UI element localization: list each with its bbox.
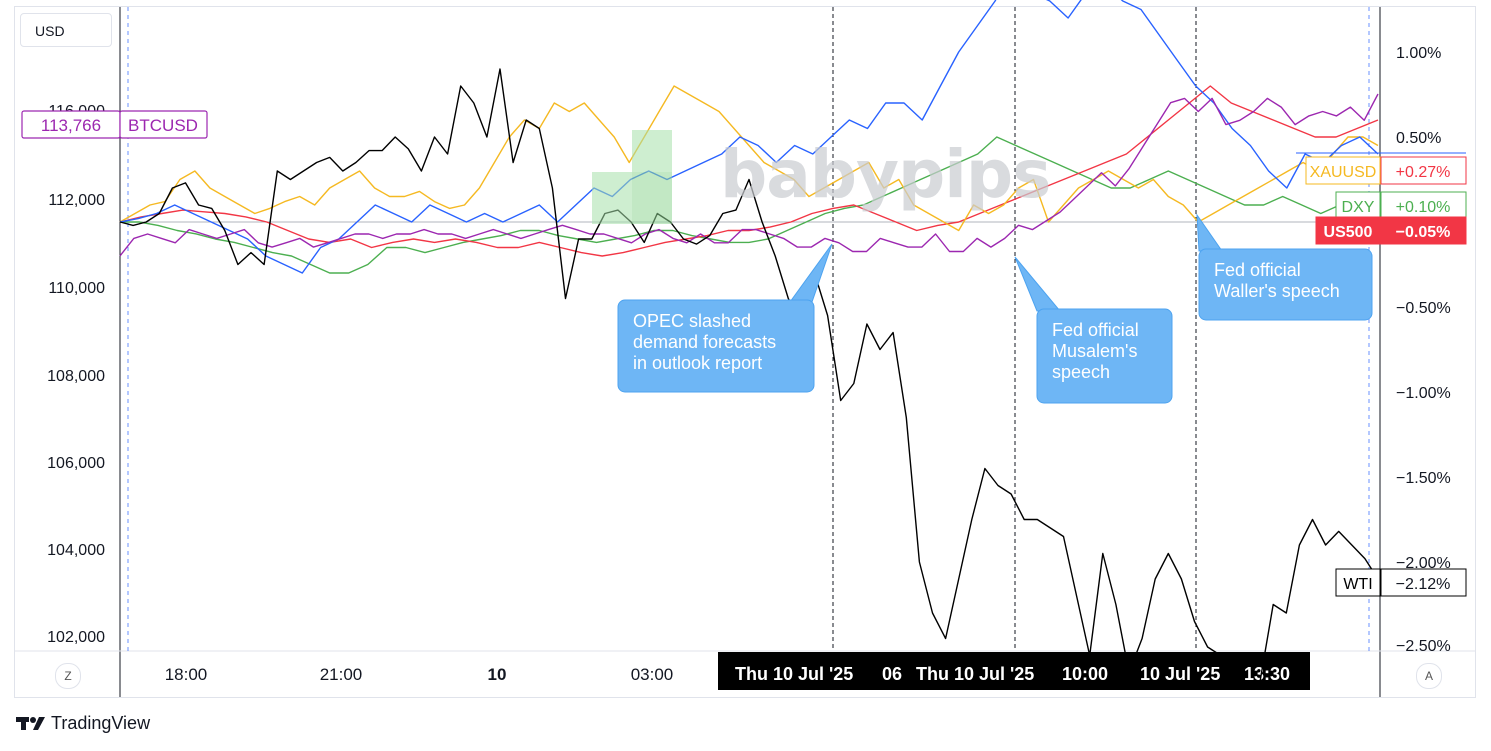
crosshair-time-label: 10 Jul '25 (1140, 664, 1220, 684)
series-change-box-xauusd (1380, 156, 1467, 185)
price-badge-symbol: BTCUSD (128, 116, 198, 135)
series-label-us500: US500 (1324, 224, 1373, 241)
series-line-btcusd (119, 93, 1379, 257)
callout-text-1: Fed official (1052, 320, 1139, 340)
series-change-us500: −0.05% (1396, 224, 1451, 241)
time-axis-tick: 10 (488, 665, 507, 684)
series-change-wti: −2.12% (1396, 576, 1451, 593)
currency-button[interactable]: USD (20, 13, 112, 47)
crosshair-time-label: Thu 10 Jul '25 (916, 664, 1034, 684)
callout-text-2: Fed official (1214, 260, 1301, 280)
left-axis-tick: 104,000 (47, 542, 105, 559)
callout-text-1: speech (1052, 362, 1110, 382)
right-axis-tick: 1.00% (1396, 45, 1441, 62)
series-label-box-us500 (1315, 216, 1381, 245)
left-axis-tick: 110,000 (48, 280, 105, 297)
time-axis-tick: 18:00 (165, 665, 208, 684)
right-axis-tick: −2.50% (1396, 638, 1451, 655)
tradingview-icon (16, 717, 45, 731)
callout-text-2: Waller's speech (1214, 281, 1340, 301)
right-axis-tick: 0.50% (1396, 130, 1441, 147)
brand-name: TradingView (51, 712, 151, 733)
series-change-dxy: +0.10% (1396, 199, 1451, 216)
series-line-us500 (119, 85, 1379, 257)
price-badge-value: 113,766 (41, 116, 101, 135)
crosshair-time-label: Thu 10 Jul '25 (735, 664, 853, 684)
series-line-wti (119, 68, 1379, 686)
time-axis-tick: 03:00 (631, 665, 674, 684)
right-axis-tick: −1.00% (1396, 385, 1451, 402)
callout-pointer-0 (789, 243, 833, 303)
series-label-dxy: DXY (1342, 199, 1375, 216)
callout-text-0: demand forecasts (633, 332, 776, 352)
callout-text-0: OPEC slashed (633, 311, 751, 331)
series-label-box-wti (1335, 568, 1381, 597)
series-label-wti: WTI (1343, 576, 1372, 593)
left-axis-tick: 108,000 (47, 368, 105, 385)
left-axis-tick: 106,000 (47, 455, 105, 472)
series-change-box-wti (1380, 568, 1467, 597)
right-axis-tick: −0.50% (1396, 300, 1451, 317)
callout-text-0: in outlook report (633, 353, 762, 373)
price-badge-symbol-box (119, 110, 208, 139)
series-label-box-xauusd (1305, 156, 1381, 185)
callout-pointer-2 (1196, 213, 1223, 252)
right-axis-tick: −1.50% (1396, 470, 1451, 487)
left-axis-tick: 112,000 (48, 192, 105, 209)
callout-text-1: Musalem's (1052, 341, 1137, 361)
right-axis-tick: −2.00% (1396, 555, 1451, 572)
left-axis-tick: 102,000 (47, 629, 105, 646)
series-line-blue (119, 0, 1379, 274)
brand-logo[interactable]: TradingView (16, 712, 150, 734)
autoscale-button[interactable]: A (1416, 663, 1442, 689)
series-label-xauusd: XAUUSD (1310, 164, 1377, 181)
timezone-button[interactable]: Z (55, 663, 81, 689)
crosshair-time-bar (718, 652, 1310, 690)
callout-box-2 (1198, 248, 1373, 321)
callout-pointer-1 (1014, 256, 1062, 312)
series-change-xauusd: +0.27% (1396, 164, 1451, 181)
series-change-box-dxy (1380, 191, 1467, 220)
time-axis-tick: 21:00 (320, 665, 363, 684)
callout-box-0 (617, 299, 815, 393)
series-change-box-us500 (1380, 216, 1467, 245)
callout-box-1 (1036, 308, 1173, 404)
series-label-box-dxy (1335, 191, 1381, 220)
chart-frame (14, 6, 1476, 698)
series-line-dxy (120, 136, 1379, 274)
crosshair-time-label: 06 (882, 664, 902, 684)
crosshair-time-label: 13:30 (1244, 664, 1290, 684)
crosshair-time-label: 10:00 (1062, 664, 1108, 684)
series-line-xauusd (119, 85, 1379, 232)
